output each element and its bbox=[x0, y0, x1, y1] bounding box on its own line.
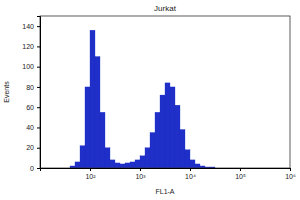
histogram-bar bbox=[105, 148, 110, 168]
y-tick-mark bbox=[37, 168, 40, 169]
y-tick: 140 bbox=[22, 23, 40, 30]
histogram-bar bbox=[160, 95, 165, 168]
histogram-bar bbox=[175, 105, 180, 168]
histogram-bar bbox=[100, 112, 105, 168]
y-tick-label: 100 bbox=[22, 63, 34, 70]
y-axis-line bbox=[37, 17, 41, 169]
y-tick-label: 0 bbox=[30, 165, 34, 172]
histogram-bar bbox=[120, 164, 125, 168]
histogram-bar bbox=[140, 156, 145, 168]
y-axis-title: Events bbox=[3, 81, 10, 103]
x-tick: 10⁵ bbox=[235, 168, 246, 180]
y-tick-mark bbox=[37, 46, 40, 47]
histogram-bar bbox=[95, 57, 100, 168]
y-tick-label: 40 bbox=[26, 124, 34, 131]
histogram-bar bbox=[180, 129, 185, 168]
x-tick-label: 10³ bbox=[135, 173, 146, 180]
y-tick-label: 60 bbox=[26, 104, 34, 111]
histogram-bar bbox=[150, 133, 155, 168]
histogram-bar bbox=[185, 150, 190, 168]
x-axis: 10² 10³ 10⁴ 10⁵ 10⁶ bbox=[41, 168, 296, 180]
x-axis-line bbox=[41, 169, 291, 172]
histogram-bar bbox=[130, 162, 135, 168]
x-tick-mark bbox=[240, 168, 241, 171]
histogram-bar bbox=[165, 83, 170, 168]
x-tick: 10² bbox=[85, 168, 96, 180]
y-tick-label: 140 bbox=[22, 23, 34, 30]
histogram-bar bbox=[195, 164, 200, 168]
x-tick: 10⁴ bbox=[185, 168, 196, 180]
x-tick-mark bbox=[140, 168, 141, 171]
y-tick-mark bbox=[37, 148, 40, 149]
y-tick: 0 bbox=[30, 165, 40, 172]
histogram-bar bbox=[110, 160, 115, 168]
histogram-bar bbox=[80, 146, 85, 168]
histogram-bar bbox=[90, 30, 95, 168]
y-tick-mark bbox=[37, 87, 40, 88]
histogram-bar bbox=[85, 87, 90, 168]
y-tick: 80 bbox=[26, 84, 40, 91]
y-tick-label: 20 bbox=[26, 144, 34, 151]
title: Jurkat bbox=[154, 4, 177, 13]
x-tick-mark bbox=[190, 168, 191, 171]
y-axis: 0 20 40 60 80 100 120 140 bbox=[22, 17, 40, 172]
y-tick-label: 120 bbox=[22, 43, 34, 50]
x-tick-label: 10⁵ bbox=[235, 173, 246, 180]
y-tick-mark bbox=[37, 107, 40, 108]
chart: 10² 10³ 10⁴ 10⁵ 10⁶ 0 20 40 60 80 100 120 140 Jurkat F… bbox=[0, 0, 300, 200]
x-tick-label: 10⁴ bbox=[185, 173, 196, 180]
histogram-bar bbox=[190, 160, 195, 168]
y-tick: 40 bbox=[26, 124, 40, 131]
histogram-bar bbox=[75, 162, 80, 168]
y-tick-mark bbox=[37, 26, 40, 27]
plot-frame bbox=[40, 16, 290, 168]
histogram-bar bbox=[155, 112, 160, 168]
bars bbox=[70, 30, 215, 168]
x-tick-label: 10⁶ bbox=[285, 173, 296, 180]
histogram-bar bbox=[125, 163, 130, 168]
x-tick-mark bbox=[290, 168, 291, 171]
y-tick-mark bbox=[37, 127, 40, 128]
histogram-bar bbox=[170, 87, 175, 168]
x-axis-title: FL1-A bbox=[155, 188, 174, 195]
x-tick-mark bbox=[90, 168, 91, 171]
histogram-bar bbox=[135, 160, 140, 168]
y-tick: 120 bbox=[22, 43, 40, 50]
y-tick: 20 bbox=[26, 144, 40, 151]
histogram-bar bbox=[115, 163, 120, 168]
x-tick-label: 10² bbox=[85, 173, 96, 180]
y-tick-label: 80 bbox=[26, 84, 34, 91]
plot: 10² 10³ 10⁴ 10⁵ 10⁶ 0 20 40 60 80 100 120 140 bbox=[22, 16, 296, 180]
histogram-bar bbox=[145, 148, 150, 168]
x-tick: 10³ bbox=[135, 168, 146, 180]
y-tick-mark bbox=[37, 67, 40, 68]
y-tick: 60 bbox=[26, 104, 40, 111]
x-tick: 10⁶ bbox=[285, 168, 296, 180]
y-tick: 100 bbox=[22, 63, 40, 70]
